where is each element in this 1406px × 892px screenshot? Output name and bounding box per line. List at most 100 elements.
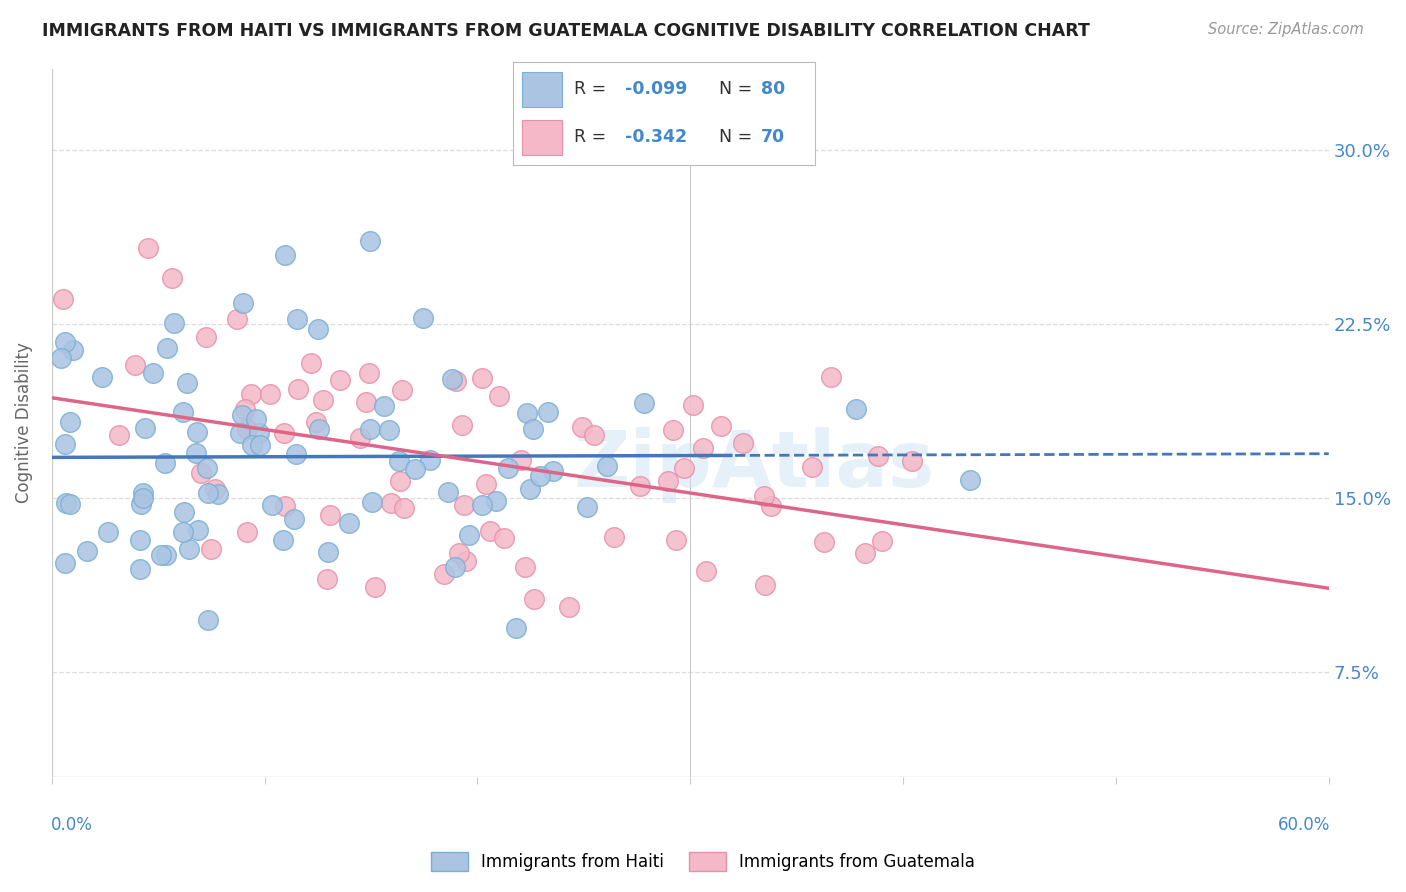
Point bbox=[153, 456, 176, 470]
Text: -0.099: -0.099 bbox=[626, 80, 688, 98]
Point bbox=[172, 404, 194, 418]
Point bbox=[404, 462, 426, 476]
Point bbox=[394, 501, 416, 516]
Point bbox=[389, 474, 412, 488]
Point bbox=[529, 468, 551, 483]
Point bbox=[76, 543, 98, 558]
Point bbox=[412, 311, 434, 326]
Bar bbox=[522, 71, 561, 106]
Point bbox=[485, 494, 508, 508]
Text: IMMIGRANTS FROM HAITI VS IMMIGRANTS FROM GUATEMALA COGNITIVE DISABILITY CORRELAT: IMMIGRANTS FROM HAITI VS IMMIGRANTS FROM… bbox=[42, 22, 1090, 40]
Point bbox=[247, 426, 270, 441]
Point bbox=[235, 524, 257, 539]
Point bbox=[695, 564, 717, 578]
Point bbox=[820, 369, 842, 384]
Point bbox=[308, 422, 330, 436]
Point bbox=[124, 358, 146, 372]
Point bbox=[232, 295, 254, 310]
Point bbox=[558, 600, 581, 615]
Point bbox=[602, 531, 624, 545]
Point bbox=[149, 548, 172, 562]
Point bbox=[364, 580, 387, 594]
Point bbox=[437, 484, 460, 499]
Point bbox=[131, 485, 153, 500]
Point bbox=[450, 417, 472, 432]
Point bbox=[433, 566, 456, 581]
Point bbox=[357, 366, 380, 380]
Point bbox=[190, 467, 212, 481]
Point bbox=[129, 533, 152, 547]
Point bbox=[360, 495, 382, 509]
Point bbox=[576, 500, 599, 515]
Point bbox=[160, 271, 183, 285]
Point bbox=[299, 356, 322, 370]
Point bbox=[274, 499, 297, 513]
Text: R =: R = bbox=[574, 128, 612, 146]
Point bbox=[283, 512, 305, 526]
Point bbox=[733, 435, 755, 450]
Point bbox=[235, 401, 257, 416]
Point bbox=[187, 524, 209, 538]
Point bbox=[866, 449, 889, 463]
Point bbox=[337, 516, 360, 531]
Point bbox=[177, 541, 200, 556]
Point bbox=[259, 387, 281, 401]
Point bbox=[274, 248, 297, 262]
Text: ZipAtlas: ZipAtlas bbox=[574, 427, 935, 503]
Point bbox=[197, 485, 219, 500]
Point bbox=[271, 533, 294, 547]
Point bbox=[142, 366, 165, 380]
Point bbox=[260, 499, 283, 513]
Point bbox=[197, 613, 219, 627]
Point bbox=[249, 438, 271, 452]
Text: Source: ZipAtlas.com: Source: ZipAtlas.com bbox=[1208, 22, 1364, 37]
Point bbox=[359, 234, 381, 248]
Point bbox=[710, 418, 733, 433]
Point bbox=[523, 591, 546, 606]
Point bbox=[59, 415, 82, 429]
Point bbox=[662, 423, 685, 437]
Point bbox=[596, 458, 619, 473]
Point bbox=[628, 478, 651, 492]
Point bbox=[419, 453, 441, 467]
Point bbox=[287, 382, 309, 396]
Point bbox=[231, 408, 253, 422]
Point bbox=[52, 292, 75, 306]
Point bbox=[134, 421, 156, 435]
Point bbox=[813, 535, 835, 549]
Point bbox=[373, 399, 395, 413]
Point bbox=[759, 499, 782, 513]
Point bbox=[901, 454, 924, 468]
Text: 70: 70 bbox=[761, 128, 785, 146]
Point bbox=[444, 374, 467, 388]
Point bbox=[665, 533, 688, 547]
Point bbox=[136, 241, 159, 255]
Point bbox=[59, 497, 82, 511]
Point bbox=[62, 343, 84, 357]
Point bbox=[163, 316, 186, 330]
Point bbox=[391, 383, 413, 397]
Point bbox=[449, 546, 471, 560]
Text: -0.342: -0.342 bbox=[626, 128, 688, 146]
Text: 0.0%: 0.0% bbox=[51, 815, 93, 833]
Point bbox=[505, 621, 527, 635]
Point bbox=[443, 560, 465, 574]
Point bbox=[801, 459, 824, 474]
Point bbox=[453, 498, 475, 512]
Point bbox=[225, 312, 247, 326]
Point bbox=[845, 401, 868, 416]
Point bbox=[132, 491, 155, 505]
Point bbox=[378, 423, 401, 437]
Point bbox=[441, 372, 464, 386]
Point bbox=[479, 524, 502, 538]
Text: 80: 80 bbox=[761, 80, 786, 98]
Point bbox=[692, 442, 714, 456]
Point bbox=[156, 341, 179, 355]
Point bbox=[53, 334, 76, 349]
Point bbox=[754, 489, 776, 503]
Point bbox=[129, 497, 152, 511]
Point bbox=[488, 389, 510, 403]
Point bbox=[672, 461, 695, 475]
Point bbox=[387, 454, 409, 468]
Text: N =: N = bbox=[718, 128, 758, 146]
